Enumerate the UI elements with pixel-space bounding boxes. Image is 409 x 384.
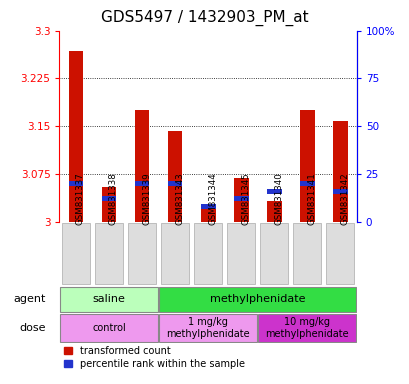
FancyBboxPatch shape (128, 223, 156, 284)
Bar (233, 179, 248, 222)
Bar (134, 110, 149, 222)
Bar (266, 201, 281, 222)
FancyBboxPatch shape (258, 314, 355, 342)
Text: control: control (92, 323, 126, 333)
Text: agent: agent (14, 294, 46, 304)
FancyBboxPatch shape (95, 223, 123, 284)
Text: saline: saline (92, 294, 125, 304)
Bar (167, 131, 182, 222)
Text: GSM831337: GSM831337 (76, 172, 85, 225)
Bar (101, 187, 116, 222)
Bar (332, 121, 347, 222)
Text: 1 mg/kg
methylphenidate: 1 mg/kg methylphenidate (166, 317, 249, 339)
FancyBboxPatch shape (259, 223, 288, 284)
FancyBboxPatch shape (60, 314, 157, 342)
Text: GSM831343: GSM831343 (175, 172, 184, 225)
Text: 10 mg/kg
methylphenidate: 10 mg/kg methylphenidate (265, 317, 348, 339)
Bar (299, 181, 314, 186)
FancyBboxPatch shape (159, 314, 256, 342)
FancyBboxPatch shape (62, 223, 90, 284)
FancyBboxPatch shape (292, 223, 320, 284)
FancyBboxPatch shape (159, 287, 355, 312)
Text: GDS5497 / 1432903_PM_at: GDS5497 / 1432903_PM_at (101, 10, 308, 26)
Bar (332, 189, 347, 194)
Text: methylphenidate: methylphenidate (209, 294, 305, 304)
Text: GSM831340: GSM831340 (274, 172, 283, 225)
Bar (101, 196, 116, 201)
Bar (299, 110, 314, 222)
FancyBboxPatch shape (325, 223, 353, 284)
FancyBboxPatch shape (227, 223, 254, 284)
Bar (200, 208, 215, 222)
Bar (134, 181, 149, 186)
Bar (266, 189, 281, 194)
Legend: transformed count, percentile rank within the sample: transformed count, percentile rank withi… (64, 346, 244, 369)
Bar (167, 181, 182, 186)
Text: GSM831338: GSM831338 (109, 172, 118, 225)
Text: dose: dose (20, 323, 46, 333)
Text: GSM831344: GSM831344 (207, 172, 216, 225)
Bar (200, 204, 215, 209)
Bar (68, 181, 83, 186)
Text: GSM831342: GSM831342 (339, 172, 348, 225)
FancyBboxPatch shape (161, 223, 189, 284)
Bar (68, 51, 83, 222)
FancyBboxPatch shape (60, 287, 157, 312)
FancyBboxPatch shape (193, 223, 222, 284)
Text: GSM831345: GSM831345 (240, 172, 249, 225)
Text: GSM831341: GSM831341 (306, 172, 315, 225)
Bar (233, 196, 248, 201)
Text: GSM831339: GSM831339 (142, 172, 151, 225)
